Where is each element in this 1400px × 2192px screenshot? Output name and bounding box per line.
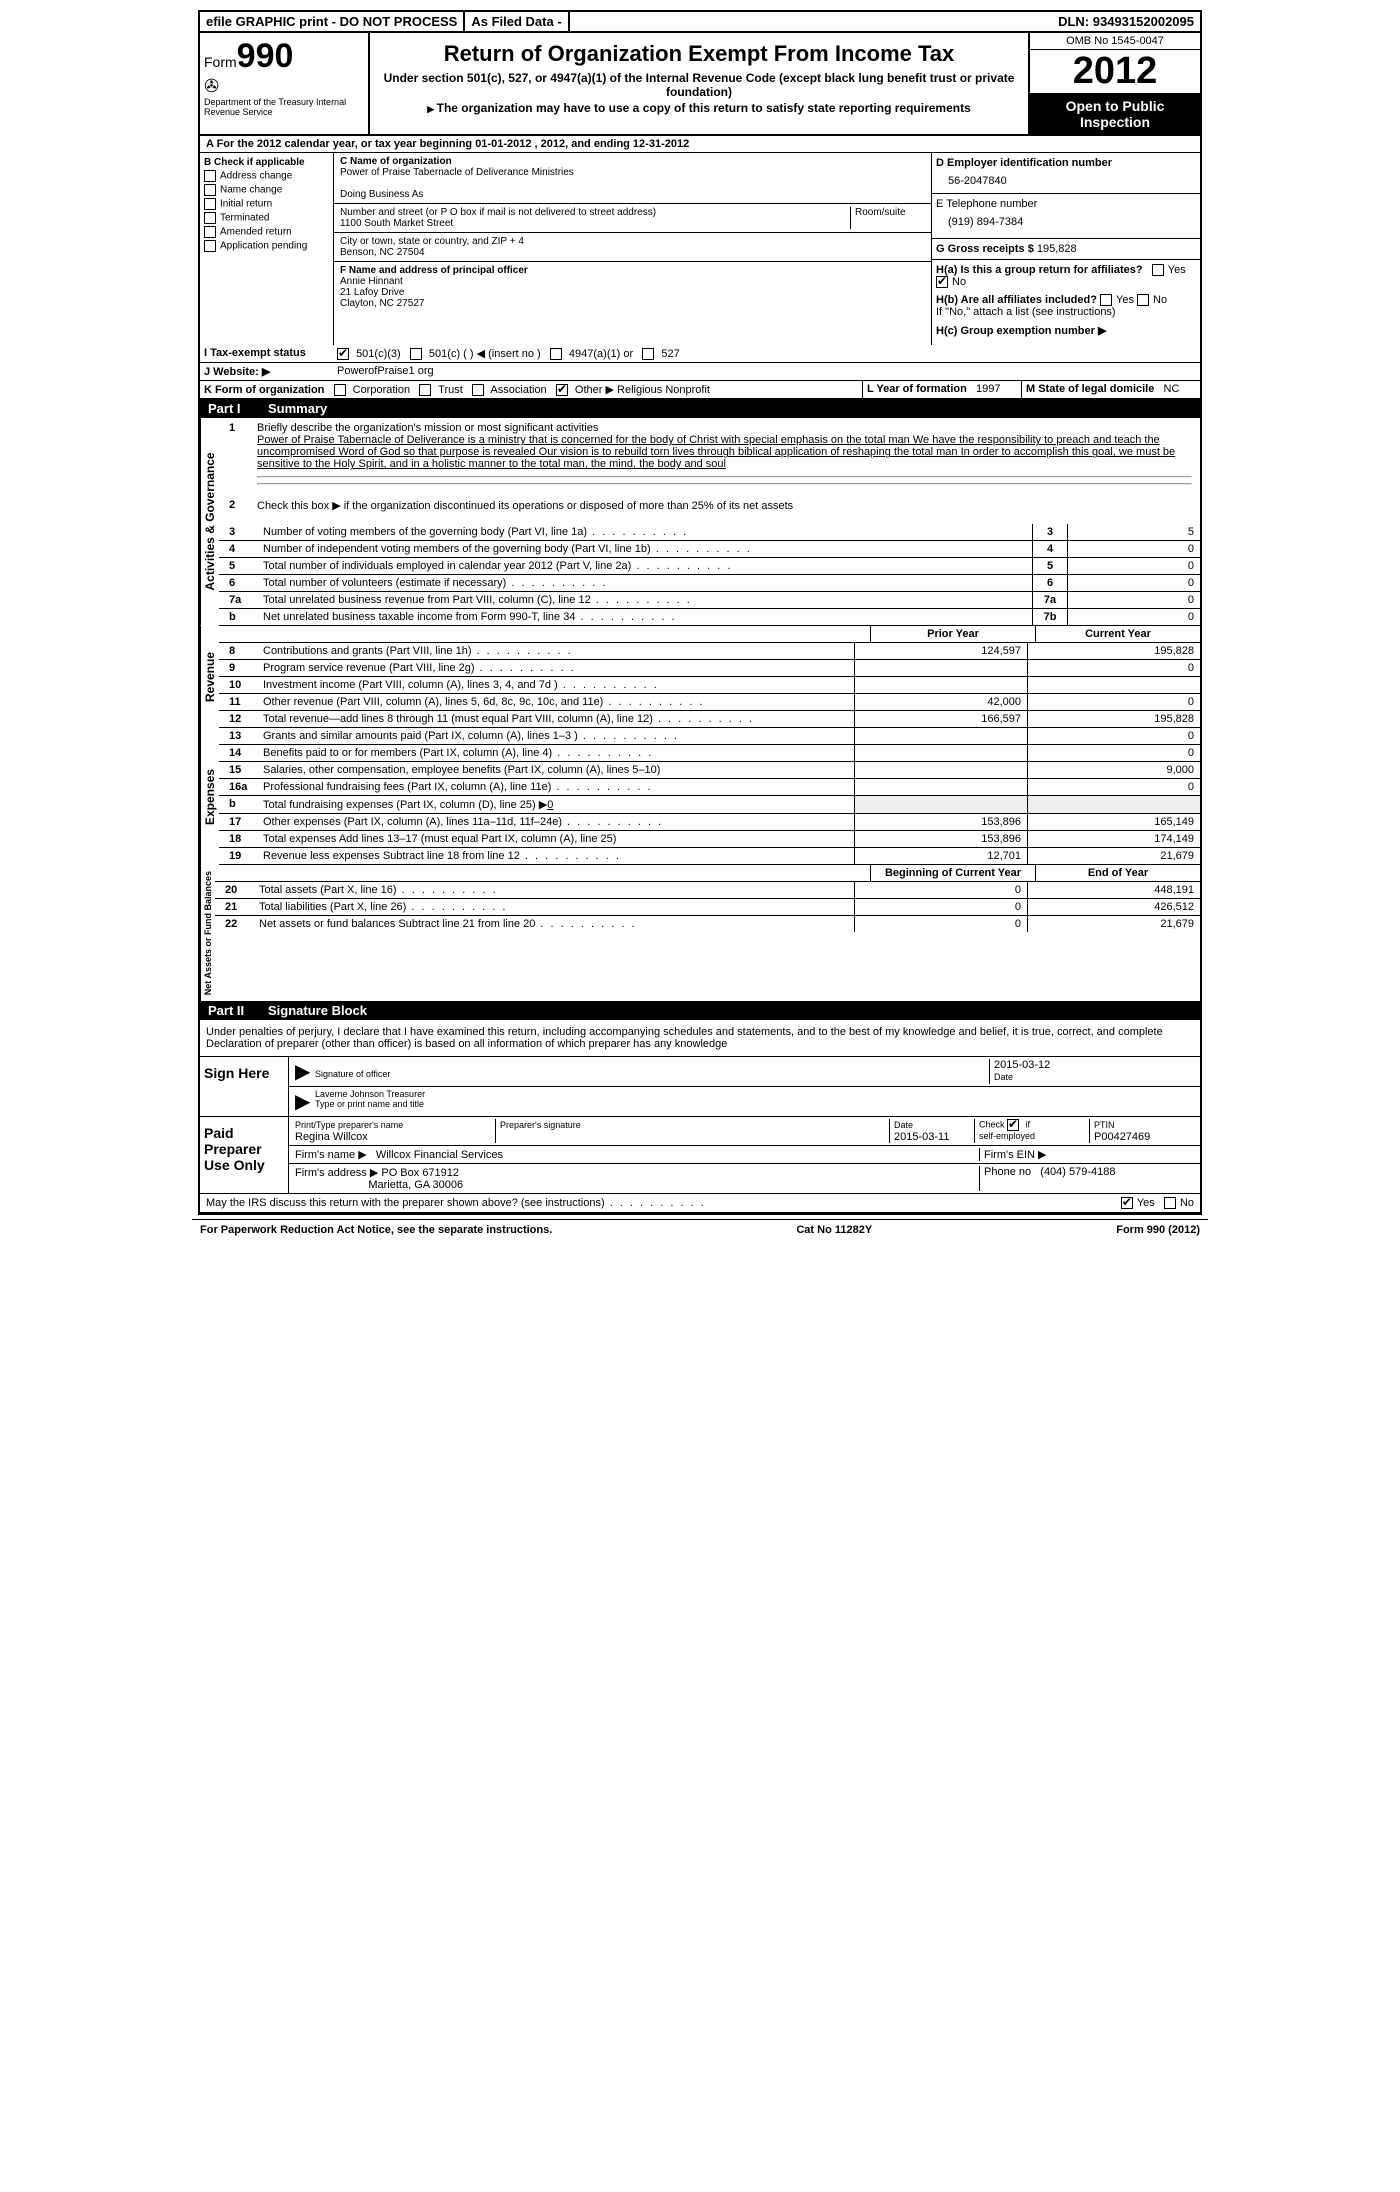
other-check[interactable] — [556, 384, 568, 396]
col-b: B Check if applicable Address change Nam… — [200, 153, 334, 345]
city: Benson, NC 27504 — [340, 247, 425, 258]
row-k: K Form of organization Corporation Trust… — [200, 381, 1200, 399]
initial-return-check[interactable]: Initial return — [204, 198, 329, 210]
header-title: Return of Organization Exempt From Incom… — [370, 33, 1028, 134]
form-id: Form990 ✇ Department of the Treasury Int… — [200, 33, 370, 134]
efile-label: efile GRAPHIC print - DO NOT PROCESS — [200, 12, 465, 31]
officer-name: Annie Hinnant — [340, 276, 403, 287]
col-c: C Name of organization Power of Praise T… — [334, 153, 931, 345]
netassets-label: Net Assets or Fund Balances — [200, 865, 215, 1001]
gross-receipts: 195,828 — [1037, 243, 1077, 255]
website: PowerofPraise1 org — [333, 363, 438, 380]
tax-year: 2012 — [1030, 50, 1200, 94]
amended-check[interactable]: Amended return — [204, 226, 329, 238]
paid-preparer: Paid Preparer Use Only Print/Type prepar… — [200, 1117, 1200, 1194]
open-public: Open to Public Inspection — [1030, 94, 1200, 134]
omb-number: OMB No 1545-0047 — [1030, 33, 1200, 50]
addr-change-check[interactable]: Address change — [204, 170, 329, 182]
sign-here: Sign Here ▶ Signature of officer 2015-03… — [200, 1056, 1200, 1117]
revenue-label: Revenue — [200, 626, 219, 728]
org-name: Power of Praise Tabernacle of Deliveranc… — [340, 167, 574, 178]
header: Form990 ✇ Department of the Treasury Int… — [200, 33, 1200, 136]
street: 1100 South Market Street — [340, 218, 453, 229]
info-grid: B Check if applicable Address change Nam… — [200, 153, 1200, 345]
discuss-yes-check[interactable] — [1121, 1197, 1133, 1209]
discuss-no-check[interactable] — [1164, 1197, 1176, 1209]
asfiled-label: As Filed Data - — [465, 12, 569, 31]
form-page: efile GRAPHIC print - DO NOT PROCESS As … — [198, 10, 1202, 1215]
perjury-text: Under penalties of perjury, I declare th… — [200, 1020, 1200, 1056]
revenue-section: Revenue Prior YearCurrent Year 8Contribu… — [200, 626, 1200, 728]
netassets-section: Net Assets or Fund Balances Beginning of… — [200, 865, 1200, 1001]
self-employed-check[interactable] — [1007, 1119, 1019, 1131]
expenses-label: Expenses — [200, 728, 219, 865]
ag-label: Activities & Governance — [200, 418, 219, 626]
part2-header: Part II Signature Block — [200, 1001, 1200, 1020]
mission-text: Power of Praise Tabernacle of Deliveranc… — [257, 434, 1175, 470]
ein: 56-2047840 — [936, 169, 1196, 193]
top-bar: efile GRAPHIC print - DO NOT PROCESS As … — [200, 12, 1200, 33]
terminated-check[interactable]: Terminated — [204, 212, 329, 224]
footer: For Paperwork Reduction Act Notice, see … — [192, 1219, 1208, 1240]
row-i: I Tax-exempt status 501(c)(3) 501(c) ( )… — [200, 345, 1200, 363]
501c3-check[interactable] — [337, 348, 349, 360]
expenses-section: Expenses 13Grants and similar amounts pa… — [200, 728, 1200, 865]
name-change-check[interactable]: Name change — [204, 184, 329, 196]
part1-header: Part I Summary — [200, 399, 1200, 418]
row-j: J Website: ▶ PowerofPraise1 org — [200, 363, 1200, 381]
section-a: A For the 2012 calendar year, or tax yea… — [200, 136, 1200, 153]
discuss-row: May the IRS discuss this return with the… — [200, 1194, 1200, 1213]
col-d: D Employer identification number 56-2047… — [931, 153, 1200, 345]
pending-check[interactable]: Application pending — [204, 240, 329, 252]
header-right: OMB No 1545-0047 2012 Open to Public Ins… — [1028, 33, 1200, 134]
dept-label: Department of the Treasury Internal Reve… — [204, 97, 364, 117]
telephone: (919) 894-7384 — [936, 210, 1196, 234]
dln: DLN: 93493152002095 — [1052, 12, 1200, 31]
activities-governance: Activities & Governance 1 Briefly descri… — [200, 418, 1200, 626]
